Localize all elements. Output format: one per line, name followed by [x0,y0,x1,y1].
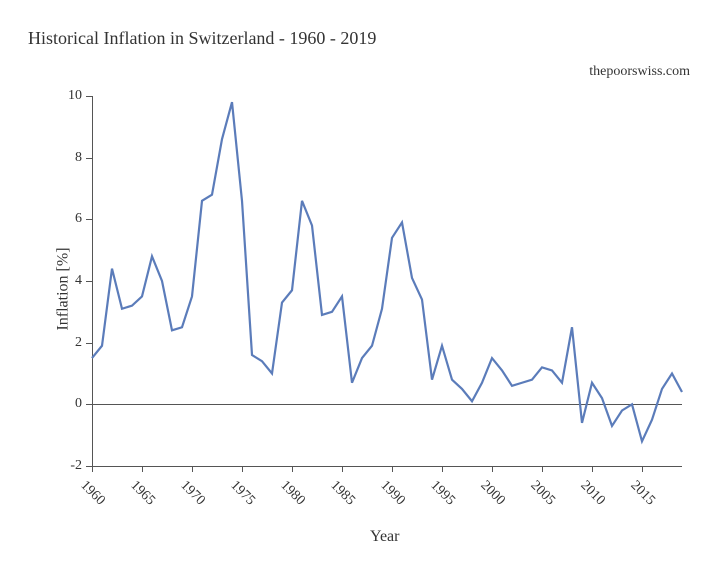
y-tick-label: 2 [52,335,82,351]
y-tick-label: 10 [52,88,82,104]
x-tick-label: 2010 [577,478,608,509]
x-axis [92,466,682,467]
x-tick-label: 1990 [377,478,408,509]
line-series [92,96,682,466]
y-tick-label: 0 [52,396,82,412]
x-tick-label: 1975 [227,478,258,509]
x-tick-label: 1960 [77,478,108,509]
x-tick-label: 2015 [627,478,658,509]
chart-container: Historical Inflation in Switzerland - 19… [0,0,722,569]
x-tick-label: 1985 [327,478,358,509]
y-tick-label: 8 [52,150,82,166]
chart-title: Historical Inflation in Switzerland - 19… [28,28,376,49]
x-tick-label: 1980 [277,478,308,509]
y-tick-label: 6 [52,211,82,227]
chart-attribution: thepoorswiss.com [589,64,690,80]
x-tick-label: 1970 [177,478,208,509]
x-tick-label: 2000 [477,478,508,509]
x-tick-label: 2005 [527,478,558,509]
y-tick-label: -2 [52,458,82,474]
inflation-line [92,102,682,441]
x-tick-label: 1965 [127,478,158,509]
y-axis-label: Inflation [%] [55,247,73,330]
x-tick-label: 1995 [427,478,458,509]
x-axis-label: Year [370,528,399,546]
